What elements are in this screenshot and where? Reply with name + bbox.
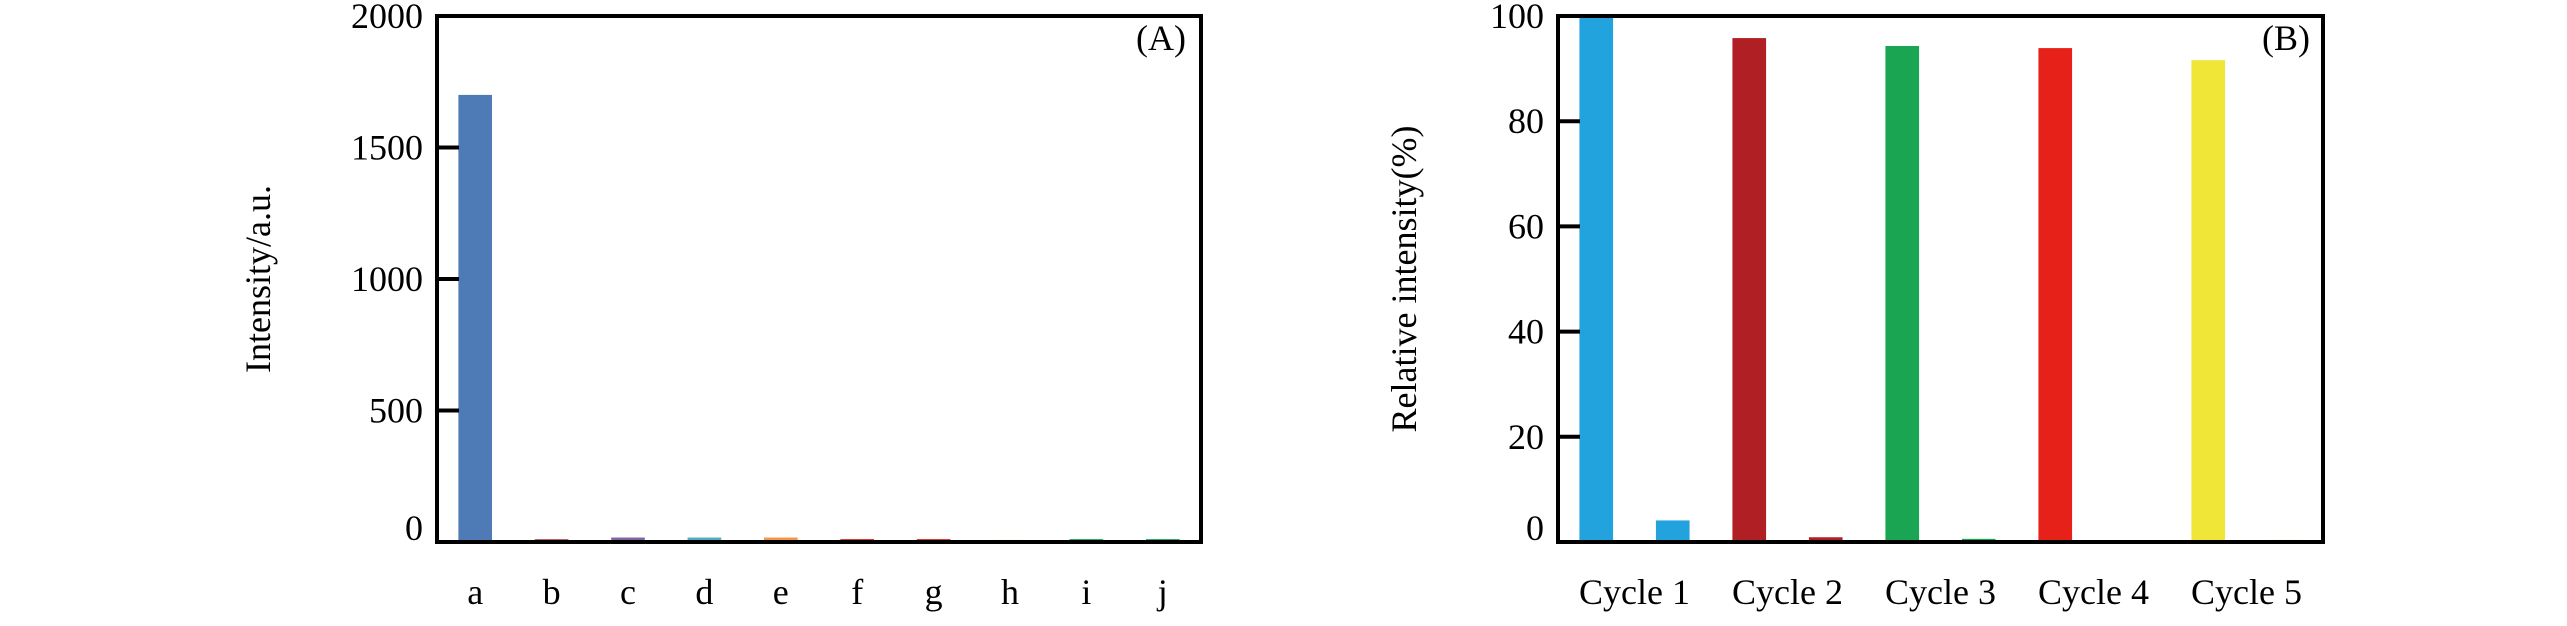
bar — [458, 94, 493, 543]
y-tick-label: 500 — [369, 391, 423, 431]
y-tick-label: 60 — [1508, 206, 1544, 246]
panel-label: (B) — [2262, 18, 2310, 58]
bar — [763, 537, 798, 542]
y-tick-label: 2000 — [351, 0, 423, 36]
x-tick-label: e — [773, 572, 789, 612]
plot-frame — [435, 14, 1203, 544]
x-tick-label: h — [1001, 572, 1019, 612]
y-tick-label: 80 — [1508, 101, 1544, 141]
x-tick-label: a — [467, 572, 483, 612]
y-tick-label: 40 — [1508, 312, 1544, 352]
x-tick-label: f — [851, 572, 863, 612]
bar — [2191, 60, 2226, 543]
x-tick-label: b — [543, 572, 561, 612]
x-tick-label: d — [695, 572, 713, 612]
x-tick-label: Cycle 2 — [1732, 572, 1843, 612]
x-tick-label: Cycle 1 — [1579, 572, 1690, 612]
x-tick-label: c — [620, 572, 636, 612]
x-tick-label: j — [1156, 572, 1168, 612]
panel-a: Intensity/a.u. (A) 0 500 1000 1500 2000 a b c d e… — [238, 0, 1203, 612]
bar — [1732, 38, 1767, 542]
bar — [611, 537, 645, 542]
y-tick-label: 1500 — [351, 128, 423, 168]
x-tick-label: Cycle 4 — [2038, 572, 2149, 612]
y-tick-label: 0 — [1526, 508, 1544, 548]
x-tick-label: Cycle 3 — [1885, 572, 1996, 612]
x-tick-label: Cycle 5 — [2191, 572, 2302, 612]
bar — [687, 537, 722, 542]
y-axis-title: Relative intensity(%) — [1384, 126, 1424, 433]
y-tick-label: 100 — [1490, 0, 1544, 36]
y-tick-label: 1000 — [351, 259, 423, 299]
bar — [1808, 537, 1843, 542]
plot-frame — [1556, 14, 2325, 544]
y-tick-label: 20 — [1508, 417, 1544, 457]
x-tick-label: i — [1081, 572, 1091, 612]
panel-label: (A) — [1136, 18, 1186, 58]
y-axis-title: Intensity/a.u. — [238, 185, 278, 373]
x-tick-label: g — [925, 572, 943, 612]
panel-b: Relative intensity(%) (B) 0 20 40 60 80 100 Cy… — [1384, 0, 2325, 612]
bar — [1655, 520, 1690, 542]
bar — [1579, 16, 1614, 542]
y-tick-label: 0 — [405, 508, 423, 548]
bar — [1885, 45, 1920, 543]
bar — [2038, 48, 2073, 542]
